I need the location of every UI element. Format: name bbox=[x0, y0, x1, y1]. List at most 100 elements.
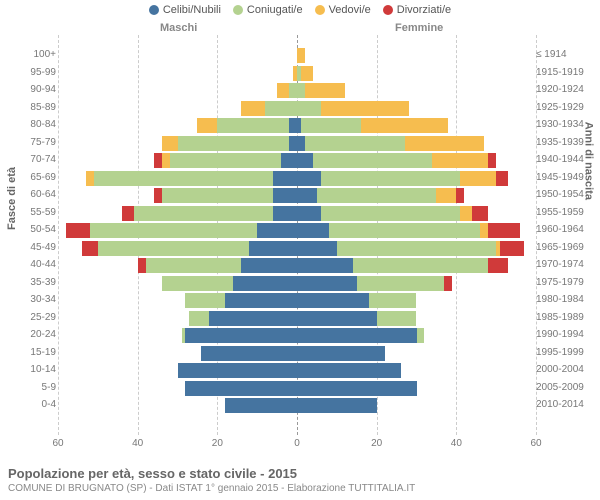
age-row: 75-791935-1939 bbox=[58, 135, 536, 153]
bar-segment bbox=[162, 153, 170, 168]
bar-segment bbox=[480, 223, 488, 238]
age-label: 55-59 bbox=[4, 207, 56, 218]
legend-swatch bbox=[315, 5, 325, 15]
legend-label: Vedovi/e bbox=[329, 4, 371, 16]
legend-label: Celibi/Nubili bbox=[163, 4, 221, 16]
age-row: 65-691945-1949 bbox=[58, 170, 536, 188]
bar-segment bbox=[225, 293, 297, 308]
bar-female bbox=[297, 258, 508, 273]
bar-female bbox=[297, 293, 416, 308]
x-tick: 60 bbox=[530, 438, 541, 449]
bar-segment bbox=[301, 118, 361, 133]
bar-segment bbox=[369, 293, 417, 308]
birth-year-label: 1960-1964 bbox=[536, 224, 592, 235]
bar-male bbox=[162, 276, 297, 291]
bar-segment bbox=[321, 206, 460, 221]
bar-male bbox=[66, 223, 297, 238]
legend-label: Coniugati/e bbox=[247, 4, 303, 16]
bar-segment bbox=[305, 83, 345, 98]
bar-male bbox=[86, 171, 297, 186]
age-row: 55-591955-1959 bbox=[58, 205, 536, 223]
bar-segment bbox=[488, 258, 508, 273]
birth-year-label: 1925-1929 bbox=[536, 102, 592, 113]
bar-segment bbox=[488, 153, 496, 168]
bar-male bbox=[185, 293, 297, 308]
age-row: 30-341980-1984 bbox=[58, 292, 536, 310]
bar-female bbox=[297, 188, 464, 203]
header-female: Femmine bbox=[395, 22, 443, 34]
legend-item: Coniugati/e bbox=[233, 4, 303, 16]
bar-segment bbox=[321, 171, 460, 186]
bar-female bbox=[297, 206, 488, 221]
bar-segment bbox=[201, 346, 297, 361]
bar-segment bbox=[90, 223, 257, 238]
bar-segment bbox=[297, 311, 377, 326]
bar-segment bbox=[225, 398, 297, 413]
bar-male bbox=[182, 328, 298, 343]
bar-male bbox=[178, 363, 298, 378]
age-row: 60-641950-1954 bbox=[58, 187, 536, 205]
bar-male bbox=[189, 311, 297, 326]
bar-segment bbox=[432, 153, 488, 168]
bar-segment bbox=[122, 206, 134, 221]
age-row: 95-991915-1919 bbox=[58, 65, 536, 83]
bar-segment bbox=[273, 171, 297, 186]
birth-year-label: 1970-1974 bbox=[536, 259, 592, 270]
bar-segment bbox=[138, 258, 146, 273]
bar-segment bbox=[305, 136, 405, 151]
age-label: 80-84 bbox=[4, 119, 56, 130]
age-row: 10-142000-2004 bbox=[58, 362, 536, 380]
bar-male bbox=[201, 346, 297, 361]
bar-segment bbox=[82, 241, 98, 256]
bar-segment bbox=[297, 206, 321, 221]
bar-segment bbox=[154, 188, 162, 203]
bar-male bbox=[185, 381, 297, 396]
age-label: 60-64 bbox=[4, 189, 56, 200]
birth-year-label: 1935-1939 bbox=[536, 137, 592, 148]
bar-segment bbox=[241, 101, 265, 116]
bar-segment bbox=[297, 328, 417, 343]
bar-male bbox=[154, 188, 297, 203]
grid-line bbox=[536, 35, 537, 435]
bar-segment bbox=[162, 188, 274, 203]
age-label: 35-39 bbox=[4, 277, 56, 288]
bar-segment bbox=[241, 258, 297, 273]
x-tick: 20 bbox=[371, 438, 382, 449]
bar-segment bbox=[86, 171, 94, 186]
age-row: 100+≤ 1914 bbox=[58, 47, 536, 65]
bar-segment bbox=[361, 118, 449, 133]
bar-male bbox=[82, 241, 297, 256]
birth-year-label: 1995-1999 bbox=[536, 347, 592, 358]
bar-segment bbox=[496, 171, 508, 186]
bar-segment bbox=[134, 206, 273, 221]
bar-segment bbox=[197, 118, 217, 133]
age-row: 90-941920-1924 bbox=[58, 82, 536, 100]
legend-swatch bbox=[233, 5, 243, 15]
bar-segment bbox=[154, 153, 162, 168]
birth-year-label: 1975-1979 bbox=[536, 277, 592, 288]
legend-item: Celibi/Nubili bbox=[149, 4, 221, 16]
age-row: 45-491965-1969 bbox=[58, 240, 536, 258]
bar-female bbox=[297, 171, 508, 186]
bar-segment bbox=[94, 171, 273, 186]
bar-segment bbox=[98, 241, 249, 256]
bar-female bbox=[297, 381, 417, 396]
bar-segment bbox=[233, 276, 297, 291]
birth-year-label: 1915-1919 bbox=[536, 67, 592, 78]
bar-segment bbox=[329, 223, 480, 238]
age-row: 15-191995-1999 bbox=[58, 345, 536, 363]
birth-year-label: 1955-1959 bbox=[536, 207, 592, 218]
bar-female bbox=[297, 398, 377, 413]
bar-segment bbox=[353, 258, 488, 273]
bar-segment bbox=[297, 171, 321, 186]
age-row: 50-541960-1964 bbox=[58, 222, 536, 240]
bar-female bbox=[297, 241, 524, 256]
bar-segment bbox=[189, 311, 209, 326]
bar-female bbox=[297, 83, 345, 98]
bar-segment bbox=[178, 136, 290, 151]
bar-segment bbox=[436, 188, 456, 203]
birth-year-label: 1965-1969 bbox=[536, 242, 592, 253]
birth-year-label: 1980-1984 bbox=[536, 294, 592, 305]
bar-segment bbox=[209, 311, 297, 326]
bar-segment bbox=[297, 223, 329, 238]
